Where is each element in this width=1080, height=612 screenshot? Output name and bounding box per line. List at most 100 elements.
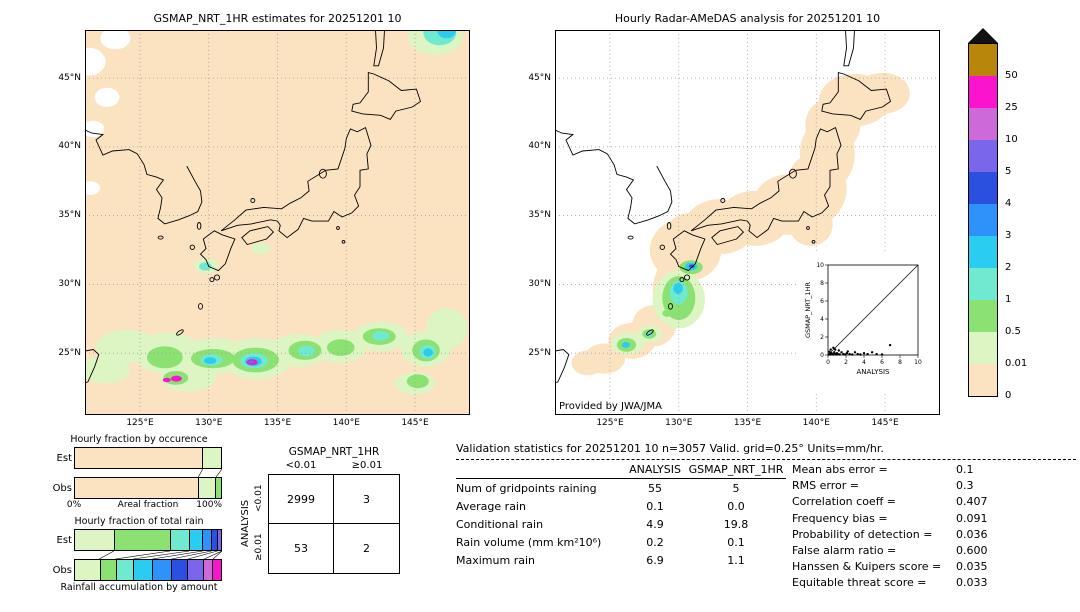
lat-tick: 30°N [528, 278, 551, 289]
colorbar-tick-label: 2 [1005, 262, 1012, 273]
left-map-canvas [85, 30, 470, 415]
lat-tick: 45°N [58, 72, 81, 83]
svg-text:4: 4 [862, 359, 866, 366]
bar-segment [212, 560, 221, 580]
stats-row: Average rain 0.1 0.0 [456, 499, 745, 513]
lon-tick: 145°E [871, 418, 899, 428]
colorbar-cell [969, 172, 997, 204]
stats-row: Num of gridpoints raining 55 5 [456, 481, 740, 495]
bar-segment [75, 560, 100, 580]
metric: False alarm ratio = 0.600 [792, 543, 988, 557]
svg-text:2: 2 [820, 334, 824, 341]
row-label-obs: Obs [52, 564, 72, 576]
colorbar-tick-label: 5 [1005, 166, 1012, 177]
bar-segment [133, 560, 153, 580]
colorbar-tick-label: 0.5 [1005, 326, 1021, 337]
right-map-title: Hourly Radar-AMeDAS analysis for 2025120… [614, 12, 881, 25]
stats-metrics: Mean abs error = 0.1 RMS error = 0.3 Corre… [786, 463, 1076, 593]
inset-scatter: 0 2 4 6 8 10 0 2 4 6 8 10 ANALYSIS GSMAP… [798, 254, 936, 394]
lon-tick: 145°E [401, 418, 429, 428]
colorbar: 50 25 10 5 4 3 2 1 0.5 0.01 0 [968, 28, 1078, 428]
svg-text:8: 8 [898, 359, 902, 366]
stats-row: Conditional rain 4.9 19.8 [456, 517, 749, 531]
axis-label: Areal fraction [117, 500, 179, 510]
row-label-est: Est [56, 534, 72, 546]
contingency-cell: 2 [363, 542, 370, 555]
inset-ylabel: GSMAP_NRT_1HR [804, 281, 812, 338]
occurrence-title: Hourly fraction by occurence [70, 434, 208, 445]
left-map-title: GSMAP_NRT_1HR estimates for 20251201 10 [153, 12, 402, 25]
axis-min: 0% [66, 500, 82, 510]
dashed-divider [456, 459, 1076, 460]
lat-tick: 40°N [528, 141, 551, 152]
lat-tick: 40°N [58, 141, 81, 152]
svg-text:2: 2 [844, 359, 848, 366]
colorbar-tick-label: 0 [1005, 390, 1012, 401]
contingency-row-group: ANALYSIS [240, 499, 251, 547]
lat-tick: 25°N [58, 347, 81, 358]
stats-table-header: ANALYSIS GSMAP_NRT_1HR [456, 463, 786, 479]
bar-segment [202, 448, 221, 468]
colorbar-tick-label: 10 [1005, 134, 1018, 145]
lon-tick: 135°E [733, 418, 762, 428]
inset-scatter-points [827, 343, 892, 356]
metric: Hanssen & Kuipers score = 0.035 [792, 560, 988, 574]
metric: RMS error = 0.3 [792, 479, 974, 493]
svg-text:8: 8 [820, 280, 824, 287]
axis-max: 100% [196, 500, 222, 510]
row-label: ≥0.01 [254, 533, 264, 562]
lon-tick: 125°E [126, 418, 154, 428]
bar-segment [75, 530, 115, 550]
colorbar-cell [969, 204, 997, 236]
stats-title: Validation statistics for 20251201 10 n=… [456, 442, 884, 455]
svg-text:10: 10 [914, 359, 922, 366]
contingency-cell: 3 [334, 475, 399, 524]
lon-tick: 140°E [332, 418, 360, 428]
col-label: ≥0.01 [351, 460, 383, 471]
col-header-gsmap: GSMAP_NRT_1HR [688, 463, 784, 476]
inset-xlabel: ANALYSIS [856, 368, 890, 376]
colorbar-cell [969, 140, 997, 172]
data-credit: Provided by JWA/JMA [559, 401, 662, 412]
occurrence-est-bar [74, 447, 222, 469]
inset-x-ticks: 0 2 4 6 8 10 [826, 359, 922, 366]
metric: Probability of detection = 0.036 [792, 527, 988, 541]
lat-tick: 35°N [58, 210, 81, 221]
bar-segment [169, 530, 189, 550]
col-label: <0.01 [285, 460, 317, 471]
metric: Mean abs error = 0.1 [792, 463, 974, 476]
colorbar-tick-label: 0.01 [1005, 358, 1028, 369]
totalrain-title: Hourly fraction of total rain [74, 516, 204, 527]
occurrence-connectors [198, 469, 222, 477]
colorbar-cell [969, 108, 997, 140]
lon-tick: 130°E [195, 418, 223, 428]
inset-y-ticks: 0 2 4 6 8 10 [816, 262, 824, 359]
col-header-analysis: ANALYSIS [629, 463, 681, 476]
radar-precipitation-overlay [611, 260, 705, 355]
colorbar-tick-label: 25 [1005, 102, 1018, 113]
bar-segment [201, 530, 211, 550]
occurrence-axis: 0% Areal fraction 100% [67, 499, 222, 512]
totalrain-caption: Rainfall accumulation by amount [60, 582, 218, 593]
bar-segment [216, 530, 221, 550]
lon-tick: 140°E [802, 418, 830, 428]
lon-tick: 125°E [596, 418, 624, 428]
totalrain-obs-bar [74, 559, 222, 581]
colorbar-cell [969, 268, 997, 300]
colorbar-cell [969, 364, 997, 396]
colorbar-cell [969, 76, 997, 108]
totalrain-chart: Hourly fraction of total rain Est Obs Ra… [50, 516, 235, 593]
stats-row: Maximum rain 6.9 1.1 [456, 553, 745, 567]
bar-segment [99, 560, 116, 580]
bar-segment [115, 560, 134, 580]
svg-text:6: 6 [880, 359, 884, 366]
contingency-row-labels: <0.01 ≥0.01 [254, 474, 268, 572]
lon-tick: 135°E [263, 418, 292, 428]
bar-segment [210, 530, 217, 550]
contingency-cell: 2999 [269, 475, 334, 524]
gsmap-estimate-map: GSMAP_NRT_1HR estimates for 20251201 10 [58, 12, 470, 428]
stats-table: ANALYSIS GSMAP_NRT_1HR Num of gridpoints… [456, 463, 786, 593]
contingency-col-group: GSMAP_NRT_1HR [288, 446, 380, 458]
lon-tick: 130°E [665, 418, 693, 428]
